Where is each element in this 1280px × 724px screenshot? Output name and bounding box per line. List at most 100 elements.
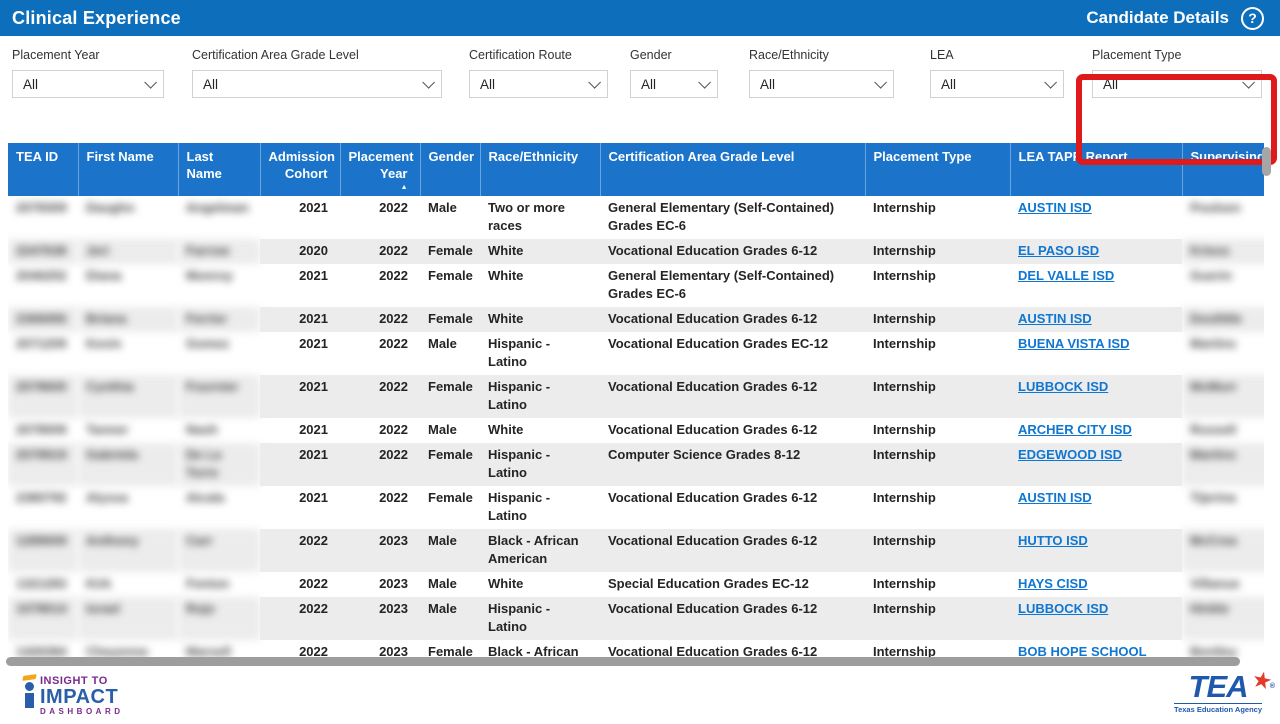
col-header-tea-id[interactable]: TEA ID [8,143,78,196]
certification-route-dropdown[interactable]: All [469,70,608,98]
lea-tapr-link[interactable]: LUBBOCK ISD [1018,379,1109,394]
cell-tea-id-redacted: 2368456 [8,307,78,332]
table-row[interactable]: 2368456 Briana Ferrier 2021 2022 Female … [8,307,1264,332]
cell-race-ethnicity: White [480,239,600,264]
lea-tapr-link[interactable]: HUTTO ISD [1018,533,1088,548]
impact-i-icon [22,674,38,717]
tea-logo: TEA ★ ® Texas Education Agency [1174,668,1275,714]
cell-supervising-teacher-redacted: McCrea [1182,529,1264,572]
cell-supervising-teacher-redacted: Guerin [1190,268,1232,283]
cell-admission-cohort: 2022 [299,644,328,659]
col-header-cert-area[interactable]: Certification Area Grade Level [599,143,865,196]
cell-certification-area: Vocational Education Grades 6-12 [600,375,865,418]
lea-tapr-link[interactable]: AUSTIN ISD [1018,311,1092,326]
cell-first-name-redacted: Cynthia [78,375,178,418]
col-header-placement-year[interactable]: Placement Year ▲ [339,143,420,196]
cell-placement-type: Internship [873,490,936,505]
candidate-table: TEA ID First Name Last Name Admission Co… [8,143,1264,666]
placement-type-dropdown[interactable]: All [1092,70,1262,98]
cell-placement-type: Internship [873,422,936,437]
cell-admission-cohort: 2021 [299,268,328,283]
cell-race-ethnicity: White [488,422,524,437]
cell-placement-year: 2022 [340,375,420,418]
cell-race-ethnicity: Hispanic - Latino [480,375,600,418]
cell-first-name-redacted: Gabriela [78,443,178,486]
lea-tapr-link[interactable]: AUSTIN ISD [1018,490,1092,505]
col-header-admission-cohort[interactable]: Admission Cohort [259,143,340,196]
cell-placement-year: 2023 [379,576,408,591]
table-row[interactable]: 2046252 Diana Monroy 2021 2022 Female Wh… [8,264,1264,307]
placement-year-dropdown[interactable]: All [12,70,164,98]
cell-certification-area: Vocational Education Grades 6-12 [600,597,865,640]
lea-tapr-link[interactable]: ARCHER CITY ISD [1018,422,1132,437]
table-row[interactable]: 2071209 Kevin Gomez 2021 2022 Male Hispa… [8,332,1264,375]
cell-race-ethnicity: White [488,268,524,283]
col-header-last-name[interactable]: Last Name [177,143,260,196]
cell-placement-year: 2022 [379,336,408,351]
vertical-scrollbar[interactable] [1262,147,1271,176]
lea-tapr-link[interactable]: EL PASO ISD [1018,243,1100,258]
cell-gender: Male [420,597,480,640]
col-header-race-ethnicity[interactable]: Race/Ethnicity [479,143,600,196]
table-row[interactable]: 1321283 Kirk Fenton 2022 2023 Male White… [8,572,1264,597]
table-row[interactable]: 1289009 Anthony Carr 2022 2023 Male Blac… [8,529,1264,572]
cell-gender: Female [428,268,473,283]
graduation-cap-icon [22,674,37,681]
cell-placement-year: 2022 [340,307,420,332]
chevron-down-icon [874,75,887,89]
cell-race-ethnicity: Black - African American [480,529,600,572]
cell-first-name-redacted: Daughn [86,200,135,215]
lea-tapr-link[interactable]: LUBBOCK ISD [1018,601,1109,616]
cell-admission-cohort: 2022 [260,597,340,640]
cell-last-name-redacted: Angelman [186,200,249,215]
col-header-placement-type[interactable]: Placement Type [864,143,1010,196]
col-header-gender[interactable]: Gender [419,143,480,196]
table-row[interactable]: 1078014 Israel Rojo 2022 2023 Male Hispa… [8,597,1264,640]
race-ethnicity-dropdown[interactable]: All [749,70,894,98]
cell-first-name-redacted: Anthony [78,529,178,572]
lea-tapr-link[interactable]: BUENA VISTA ISD [1018,336,1130,351]
insight-to-impact-logo: INSIGHT TO IMPACT DASHBOARD [22,674,124,717]
table-row[interactable]: 2078009 Tanner Nash 2021 2022 Male White… [8,418,1264,443]
cell-first-name-redacted: Tanner [86,422,129,437]
lea-tapr-link[interactable]: AUSTIN ISD [1018,200,1092,215]
cell-placement-year: 2022 [379,490,408,505]
cell-certification-area: Vocational Education Grades 6-12 [608,490,818,505]
lea-dropdown[interactable]: All [930,70,1064,98]
col-header-supervising-teacher[interactable]: Supervising Teacher [1181,143,1264,196]
col-header-lea-tapr[interactable]: LEA TAPR Report [1009,143,1182,196]
registered-mark: ® [1269,683,1275,690]
cell-placement-year: 2022 [340,443,420,486]
lea-tapr-link[interactable]: DEL VALLE ISD [1018,268,1115,283]
help-icon[interactable]: ? [1241,6,1264,30]
table-row[interactable]: 2247638 Jeri Farrow 2020 2022 Female Whi… [8,239,1264,264]
filter-race-ethnicity: Race/Ethnicity All [749,48,894,98]
cell-lea-tapr: HUTTO ISD [1010,529,1182,572]
cert-area-grade-level-dropdown[interactable]: All [192,70,442,98]
filter-certification-route: Certification Route All [469,48,608,98]
table-row[interactable]: 1426384 Cheyenne Marsell 2022 2023 Femal… [8,640,1264,666]
cell-certification-area: Vocational Education Grades 6-12 [600,307,865,332]
table-row[interactable]: 2078919 Gabriela De La Torre 2021 2022 F… [8,443,1264,486]
cell-placement-year: 2022 [379,422,408,437]
cell-lea-tapr: BOB HOPE SCHOOL [1010,640,1182,666]
table-row[interactable]: 2078309 Daughn Angelman 2021 2022 Male T… [8,196,1264,239]
lea-tapr-link[interactable]: EDGEWOOD ISD [1018,447,1123,462]
cell-race-ethnicity: White [488,576,524,591]
cell-lea-tapr: EDGEWOOD ISD [1010,443,1182,486]
col-header-first-name[interactable]: First Name [77,143,178,196]
table-row[interactable]: 2078600 Cynthia Fournier 2021 2022 Femal… [8,375,1264,418]
lea-tapr-link[interactable]: BOB HOPE SCHOOL [1018,644,1147,659]
chevron-down-icon [144,75,157,89]
horizontal-scrollbar[interactable] [6,657,1240,666]
cell-lea-tapr: HAYS CISD [1010,572,1182,597]
cell-certification-area: General Elementary (Self-Contained) Grad… [608,200,835,233]
lea-tapr-link[interactable]: HAYS CISD [1018,576,1088,591]
cell-placement-type: Internship [873,576,936,591]
cell-last-name-redacted: Alcala [186,490,225,505]
filter-bar: Placement Year All Certification Area Gr… [0,36,1280,165]
table-row[interactable]: 2380792 Alyssa Alcala 2021 2022 Female H… [8,486,1264,529]
gender-dropdown[interactable]: All [630,70,718,98]
chevron-down-icon [698,75,711,89]
cell-gender: Male [428,576,457,591]
